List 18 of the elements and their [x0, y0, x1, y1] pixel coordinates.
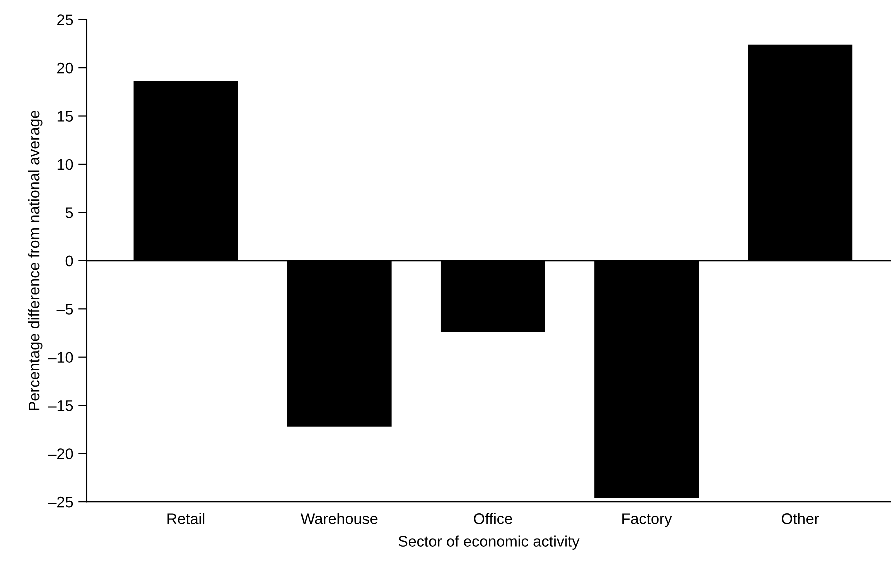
y-tick-label: 25: [58, 14, 74, 26]
y-axis-title: Percentage difference from national average: [28, 110, 43, 410]
y-tick-label: 10: [58, 159, 74, 170]
y-tick-label: –25: [48, 496, 74, 508]
x-tick-label: Office: [474, 513, 512, 524]
x-tick-label: Other: [782, 513, 820, 524]
y-tick-label: 0: [66, 256, 74, 267]
y-tick-label: 5: [66, 208, 74, 218]
y-tick-label: –20: [48, 448, 74, 460]
x-tick-label: Factory: [622, 514, 672, 528]
y-tick-label: 20: [58, 62, 74, 74]
y-tick-label: –15: [48, 400, 74, 412]
x-axis-title: Sector of economic activity: [398, 536, 580, 550]
x-tick-label: Retail: [168, 513, 205, 524]
x-tick-label: Warehouse: [300, 513, 378, 524]
y-tick-label: 15: [58, 111, 74, 122]
y-tick-label: –5: [56, 304, 74, 315]
y-tick-label: –10: [48, 352, 74, 364]
